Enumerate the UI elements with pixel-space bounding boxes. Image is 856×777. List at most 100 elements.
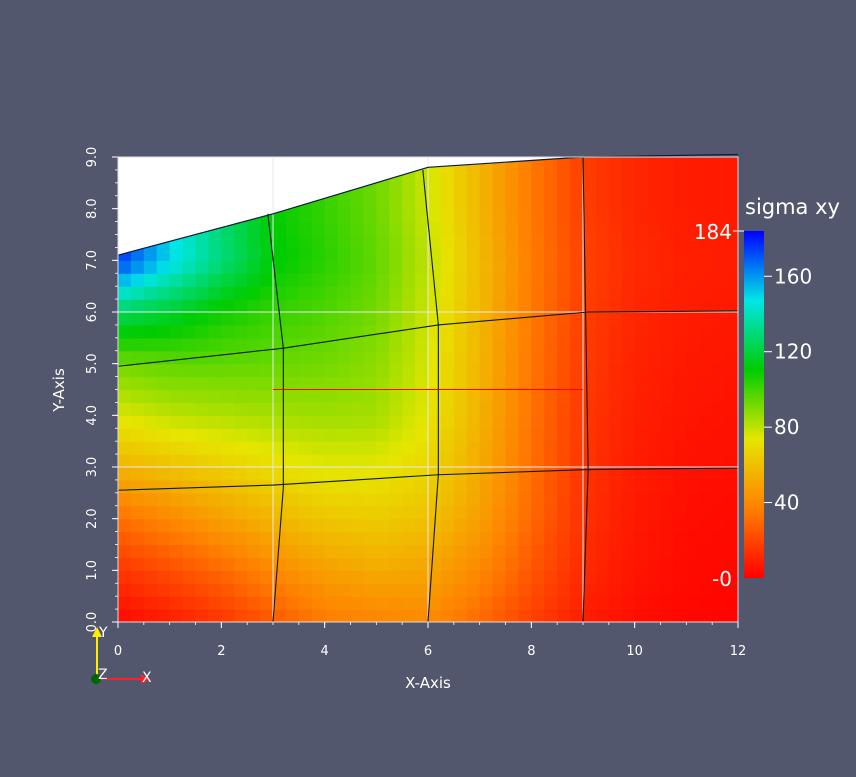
field-cell: [583, 441, 597, 455]
field-cell: [466, 583, 481, 597]
field-cell: [247, 454, 261, 468]
field-cell: [428, 467, 442, 481]
field-cell: [208, 273, 222, 287]
field-cell: [479, 583, 494, 597]
field-cell: [492, 376, 507, 391]
field-cell: [583, 286, 597, 300]
field-cell: [247, 492, 261, 507]
field-cell: [608, 570, 623, 584]
field-cell: [143, 363, 158, 378]
field-cell: [311, 312, 326, 326]
field-cell: [453, 182, 468, 197]
field-cell: [156, 570, 171, 584]
field-cell: [260, 337, 274, 352]
field-cell: [699, 182, 713, 197]
field-cell: [247, 363, 261, 378]
field-cell: [234, 376, 248, 391]
field-cell: [324, 557, 339, 571]
field-cell: [285, 350, 300, 365]
field-cell: [621, 415, 636, 429]
color-legend-tick-label: 80: [774, 415, 799, 439]
field-cell: [505, 286, 520, 300]
field-cell: [169, 531, 184, 546]
y-tick-label: 1.0: [85, 560, 100, 581]
field-cell: [634, 169, 649, 184]
field-cell: [311, 208, 326, 223]
field-cell: [363, 286, 377, 300]
field-cell: [570, 247, 584, 261]
field-cell: [376, 544, 390, 559]
orientation-axes[interactable]: Y Z X: [91, 625, 152, 686]
field-cell: [466, 415, 481, 429]
field-cell: [195, 337, 210, 352]
field-cell: [182, 467, 197, 481]
triad-x-arrow: [141, 674, 151, 684]
field-cell: [389, 544, 403, 559]
field-cell: [634, 415, 649, 429]
field-cell: [428, 505, 442, 520]
field-cell: [608, 208, 623, 223]
field-cell: [518, 221, 532, 236]
field-cell: [195, 609, 210, 622]
field-cell: [453, 441, 468, 455]
field-cell: [453, 415, 468, 429]
field-cell: [466, 402, 481, 416]
field-cell: [544, 402, 558, 416]
field-cell: [660, 467, 675, 481]
field-cell: [415, 544, 429, 559]
field-cell: [195, 324, 210, 339]
field-cell: [156, 428, 171, 442]
field-cell: [492, 428, 507, 442]
field-cell: [570, 544, 584, 559]
field-cell: [143, 467, 158, 481]
field-cell: [260, 324, 274, 339]
field-cell: [453, 273, 468, 287]
field-cell: [118, 376, 132, 391]
x-tick-label: 10: [626, 644, 643, 659]
field-cell: [557, 570, 571, 584]
field-cell: [350, 273, 365, 287]
field-cell: [660, 195, 675, 210]
field-cell: [311, 324, 326, 339]
field-cell: [544, 609, 558, 622]
field-cell: [544, 518, 558, 533]
field-cell: [466, 441, 481, 455]
field-cell: [169, 570, 184, 584]
field-cell: [570, 273, 584, 287]
field-cell: [505, 324, 520, 339]
field-cell: [415, 389, 429, 404]
field-cell: [337, 570, 352, 584]
field-cell: [686, 454, 700, 468]
field-cell: [725, 609, 738, 622]
field-cell: [195, 428, 210, 442]
field-cell: [518, 428, 532, 442]
field-cell: [440, 312, 455, 326]
field-cell: [324, 324, 339, 339]
field-cell: [673, 234, 687, 249]
field-cell: [673, 299, 687, 313]
field-cell: [376, 299, 390, 313]
field-cell: [608, 505, 623, 520]
field-cell: [376, 376, 390, 391]
field-cell: [273, 389, 287, 404]
field-cell: [712, 195, 726, 210]
field-cell: [466, 260, 481, 274]
field-cell: [595, 570, 610, 584]
field-cell: [557, 376, 571, 391]
field-cell: [595, 312, 610, 326]
field-cell: [311, 518, 326, 533]
field-cell: [298, 221, 313, 236]
field-cell: [337, 467, 352, 481]
field-cell: [583, 428, 597, 442]
field-cell: [324, 247, 339, 261]
field-cell: [479, 402, 494, 416]
triad-x-label: X: [142, 670, 152, 686]
field-cell: [673, 570, 687, 584]
field-cell: [337, 247, 352, 261]
field-cell: [182, 286, 197, 300]
field-cell: [415, 169, 429, 184]
field-cell: [699, 299, 713, 313]
field-cell: [583, 350, 597, 365]
field-cell: [402, 531, 416, 546]
